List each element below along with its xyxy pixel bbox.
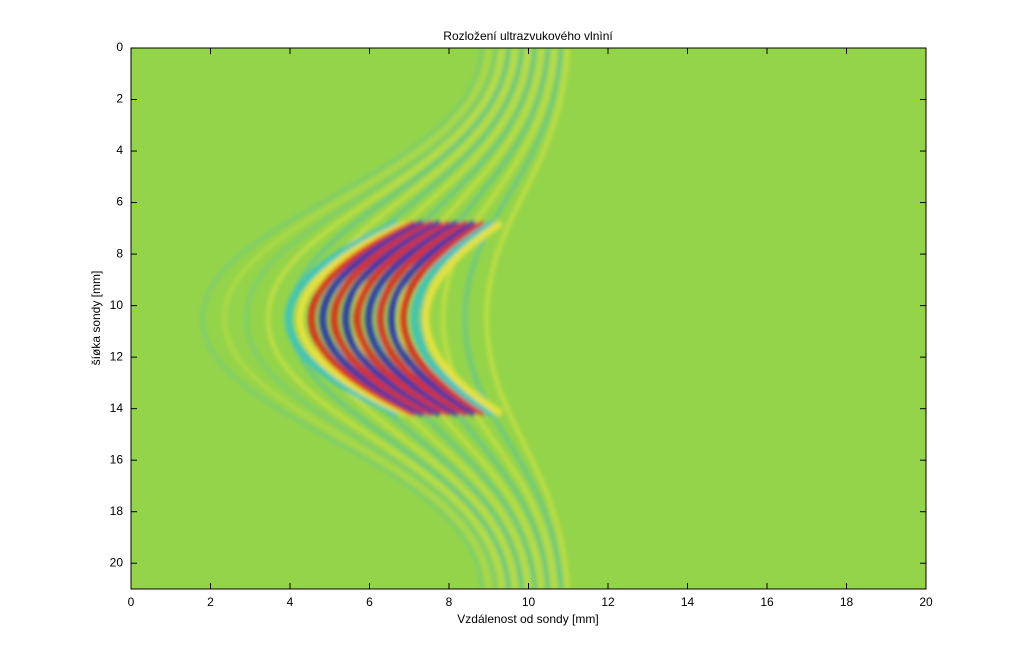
y-tick-label: 4 bbox=[116, 143, 123, 157]
wave-front bbox=[419, 48, 550, 589]
y-tick-label: 6 bbox=[116, 195, 123, 209]
wave-crest bbox=[307, 219, 417, 418]
wave-front bbox=[397, 48, 544, 589]
x-tick-label: 18 bbox=[840, 595, 854, 609]
heatmap-background bbox=[131, 48, 926, 589]
y-tick-label: 0 bbox=[116, 40, 123, 54]
y-tick-label: 2 bbox=[116, 92, 123, 106]
x-axis-label: Vzdálenost od sondy [mm] bbox=[457, 612, 598, 626]
wave-crest bbox=[422, 220, 504, 417]
wave-front bbox=[484, 48, 570, 589]
x-tick-label: 2 bbox=[207, 595, 214, 609]
wave-front bbox=[200, 48, 485, 589]
y-tick-label: 14 bbox=[110, 401, 124, 415]
wave-front bbox=[441, 48, 557, 589]
wave-front bbox=[266, 48, 505, 589]
x-tick-label: 0 bbox=[128, 595, 135, 609]
y-tick-label: 16 bbox=[110, 452, 124, 466]
wave-field bbox=[131, 48, 926, 589]
y-tick-label: 20 bbox=[110, 555, 124, 569]
x-tick-label: 12 bbox=[601, 595, 615, 609]
wave-front bbox=[222, 48, 491, 589]
wave-crest bbox=[365, 220, 460, 417]
wave-front bbox=[244, 48, 498, 589]
wave-crest bbox=[296, 219, 409, 418]
y-axis-label: šíøka sondy [mm] bbox=[89, 271, 103, 366]
wave-crest bbox=[342, 220, 443, 417]
wave-crest bbox=[410, 220, 495, 417]
x-tick-label: 14 bbox=[681, 595, 695, 609]
x-tick-label: 4 bbox=[287, 595, 294, 609]
wave-front bbox=[462, 48, 564, 589]
wave-crest bbox=[353, 220, 452, 417]
wave-crest bbox=[376, 220, 469, 417]
y-tick-label: 12 bbox=[110, 349, 124, 363]
x-tick-label: 8 bbox=[446, 595, 453, 609]
chart-title: Rozložení ultrazvukového vlnìní bbox=[443, 29, 613, 43]
y-tick-label: 8 bbox=[116, 246, 123, 260]
wave-crest bbox=[387, 220, 478, 417]
x-tick-label: 16 bbox=[760, 595, 774, 609]
wave-crest bbox=[399, 220, 486, 417]
y-tick-label: 18 bbox=[110, 504, 124, 518]
x-tick-label: 20 bbox=[919, 595, 933, 609]
wave-arcs bbox=[200, 48, 570, 589]
wave-crest bbox=[330, 220, 434, 417]
x-tick-label: 10 bbox=[522, 595, 536, 609]
y-tick-label: 10 bbox=[110, 298, 124, 312]
wave-crest bbox=[319, 220, 426, 417]
wave-crest bbox=[284, 219, 400, 418]
x-tick-label: 6 bbox=[366, 595, 373, 609]
